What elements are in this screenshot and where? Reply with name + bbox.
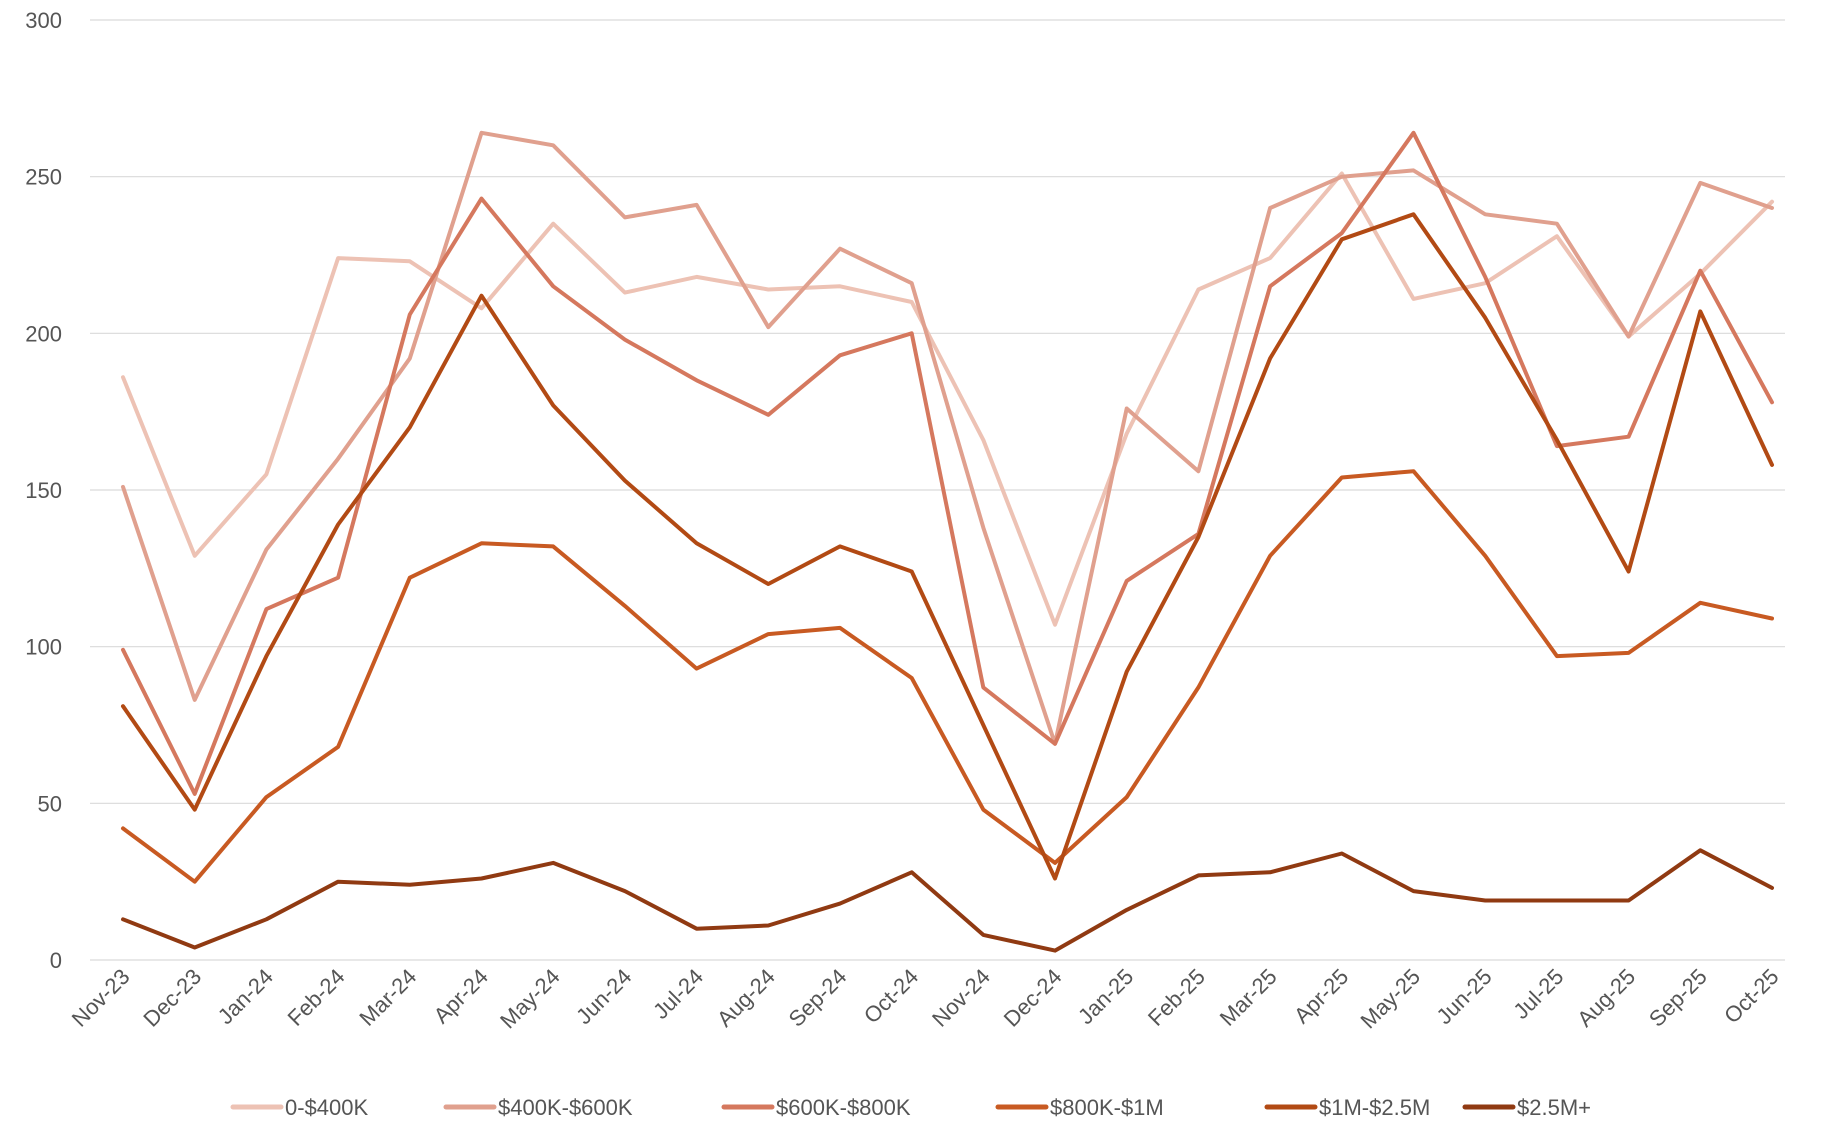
x-tick-label: Jun-25 [1432, 964, 1497, 1029]
series-line-1 [121, 130, 1774, 746]
x-tick-label: May-24 [495, 964, 565, 1034]
x-tick-label: Apr-24 [429, 964, 493, 1028]
x-tick-label: Sep-24 [784, 964, 852, 1032]
x-tick-label: Aug-24 [712, 964, 780, 1032]
x-tick-label: Mar-24 [354, 964, 421, 1031]
series-lines [121, 130, 1774, 953]
y-tick-label: 200 [25, 321, 62, 346]
series-line-5 [121, 848, 1774, 953]
y-tick-label: 0 [50, 948, 62, 973]
legend-label: 0-$400K [285, 1095, 369, 1120]
x-tick-label: Jul-25 [1508, 964, 1568, 1024]
legend-label: $800K-$1M [1050, 1095, 1164, 1120]
x-tick-label: May-25 [1356, 964, 1426, 1034]
series-line-0 [121, 171, 1774, 627]
x-tick-label: Apr-25 [1289, 964, 1353, 1028]
y-tick-label: 300 [25, 8, 62, 33]
x-tick-label: Feb-24 [283, 964, 350, 1031]
x-tick-label: Jan-25 [1073, 964, 1138, 1029]
y-tick-label: 250 [25, 165, 62, 190]
x-tick-label: Jun-24 [571, 964, 636, 1029]
x-tick-label: Dec-24 [999, 964, 1067, 1032]
x-tick-label: Dec-23 [138, 964, 206, 1032]
x-axis-ticks: Nov-23 Dec-23 Jan-24 Feb-24 Mar-24 Apr-24 May-… [67, 964, 1784, 1034]
y-axis-ticks: 0 50 100 150 200 250 300 [25, 8, 62, 973]
x-tick-label: Mar-25 [1215, 964, 1282, 1031]
x-tick-label: Jul-24 [648, 964, 708, 1024]
y-tick-label: 100 [25, 635, 62, 660]
x-tick-label: Nov-23 [67, 964, 135, 1032]
x-tick-label: Sep-25 [1644, 964, 1712, 1032]
legend-label: $1M-$2.5M [1319, 1095, 1430, 1120]
x-tick-label: Nov-24 [927, 964, 995, 1032]
x-tick-label: Oct-25 [1719, 964, 1783, 1028]
legend-label: $600K-$800K [776, 1095, 911, 1120]
series-line-3 [121, 469, 1774, 884]
x-tick-label: Feb-25 [1143, 964, 1210, 1031]
gridlines [90, 19, 1785, 961]
y-tick-label: 150 [25, 478, 62, 503]
x-tick-label: Oct-24 [859, 964, 923, 1028]
series-line-4 [121, 212, 1774, 881]
legend-label: $400K-$600K [498, 1095, 633, 1120]
x-tick-label: Aug-25 [1572, 964, 1640, 1032]
y-tick-label: 50 [38, 791, 62, 816]
x-tick-label: Jan-24 [213, 964, 278, 1029]
series-line-2 [121, 130, 1774, 796]
legend: 0-$400K $400K-$600K $600K-$800K $800K-$1M $1… [230, 1095, 1591, 1120]
legend-label: $2.5M+ [1517, 1095, 1591, 1120]
